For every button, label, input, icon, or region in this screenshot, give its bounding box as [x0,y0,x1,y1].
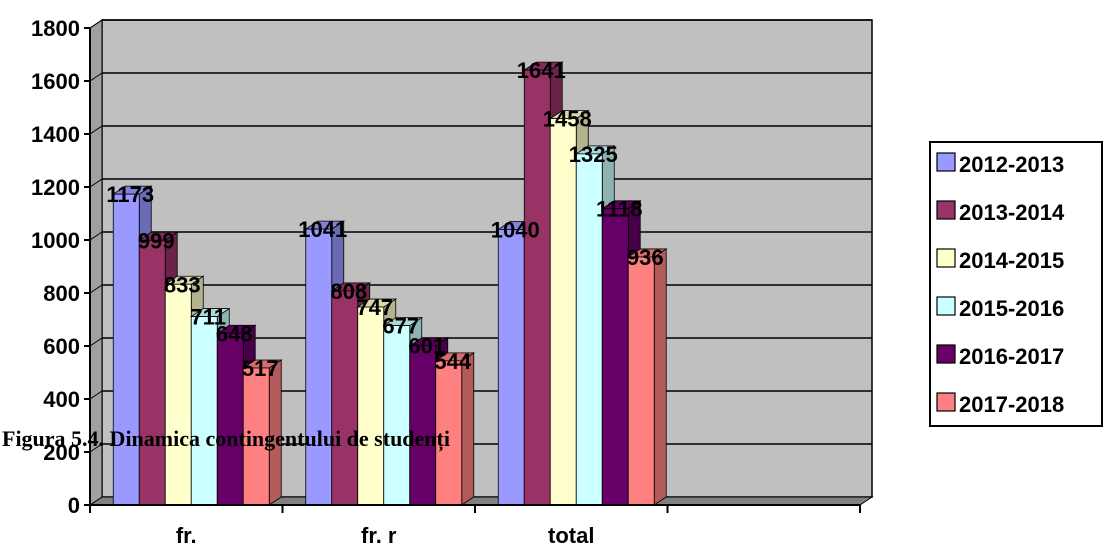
y-tick-label: 1200 [31,175,80,200]
bar [216,332,244,506]
bar [164,283,192,506]
legend-label: 2017-2018 [959,392,1064,417]
gridline-side [89,178,103,188]
data-label: 648 [216,321,253,346]
legend-label: 2016-2017 [959,344,1064,369]
bar [138,239,166,506]
legend-swatch [936,392,956,412]
gridline-side [89,19,103,29]
data-label: 747 [356,295,393,320]
data-label: 808 [330,279,367,304]
data-label: 1041 [298,217,347,242]
data-label: 1325 [569,142,618,167]
bar [409,345,437,506]
y-tick-label: 600 [43,334,80,359]
legend-swatch [936,248,956,268]
gridline-side [89,443,103,453]
bar [331,290,359,506]
legend-label: 2013-2014 [959,200,1065,225]
y-axis: 0 200 400 600 800 1000 1200 1400 1600 1800 [31,16,91,518]
data-label: 1641 [517,58,566,83]
legend-label: 2015-2016 [959,296,1064,321]
data-label: 999 [138,228,175,253]
bar [305,228,333,506]
data-label: 1040 [491,217,540,242]
legend-swatch [936,344,956,364]
data-label: 1173 [106,182,154,207]
gridline-side [89,125,103,135]
legend-label: 2012-2013 [959,152,1064,177]
bars [111,61,668,506]
bar [112,193,140,506]
y-tick-label: 1400 [31,122,80,147]
plot-area [88,19,874,506]
legend-label: 2014-2015 [959,248,1064,273]
data-label: 1458 [543,107,592,132]
bar [497,228,525,506]
bar [435,360,463,506]
gridline-side [89,231,103,241]
data-label: 711 [191,305,227,330]
y-tick-label: 1000 [31,228,80,253]
bar [523,69,551,506]
gridline-side [89,390,103,400]
data-label: 544 [434,349,471,374]
bar [549,118,577,506]
data-label: 833 [164,272,201,297]
data-label: 1118 [596,197,643,222]
bar [357,306,385,506]
x-tick-label: fr. r [361,523,397,548]
data-label: 601 [408,334,445,359]
bar [627,256,655,506]
figure-caption: Figura 5.4. Dinamica contingentului de s… [2,426,450,452]
x-tick-label: fr. [176,523,197,548]
gridline-side [89,284,103,294]
data-label: 677 [382,314,419,339]
bar-side [653,248,667,506]
legend-swatch [936,296,956,316]
legend-swatch [936,200,956,220]
y-tick-label: 1600 [31,69,80,94]
bar [383,325,411,506]
data-label: 517 [242,356,279,381]
y-tick-label: 200 [43,440,80,465]
bar [190,316,218,506]
bar-side [461,352,475,506]
data-label: 936 [627,245,664,270]
x-tick-label: total [548,523,594,548]
y-tick-label: 1800 [31,16,80,41]
y-tick-label: 400 [43,387,80,412]
bar [601,208,629,506]
y-tick-label: 800 [43,281,80,306]
legend-box [929,141,1103,427]
legend-swatch [936,152,956,172]
legend: 2012-2013 2013-2014 2014-2015 2015-2016 2016… [929,141,1103,427]
y-tick-label: 0 [68,493,80,518]
gridline-side [89,337,103,347]
bar [575,153,603,506]
x-axis: fr. fr. r total [89,504,861,548]
gridline-side [89,72,103,82]
